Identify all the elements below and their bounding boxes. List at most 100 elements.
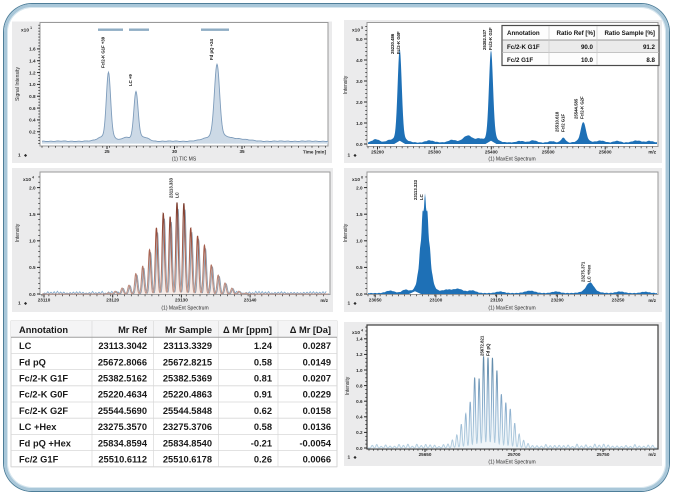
svg-text:0.0: 0.0 [356, 446, 363, 451]
svg-text:23113.333: 23113.333 [169, 177, 174, 198]
svg-text:23113.3042: 23113.3042 [98, 341, 147, 351]
svg-text:0.0149: 0.0149 [303, 357, 331, 367]
svg-text:4.0: 4.0 [356, 58, 363, 63]
svg-text:1: 1 [348, 153, 351, 159]
svg-text:30: 30 [172, 149, 178, 154]
svg-text:Fc/2-K G2F: Fc/2-K G2F [19, 406, 68, 416]
svg-text:◆: ◆ [354, 301, 358, 306]
svg-text:LC +Hex: LC +Hex [19, 422, 57, 432]
svg-text:25600: 25600 [599, 150, 612, 155]
svg-text:1: 1 [348, 301, 351, 307]
svg-text:2.0: 2.0 [356, 100, 363, 105]
svg-text:25510.6178: 25510.6178 [163, 455, 212, 465]
svg-text:25510.618: 25510.618 [555, 111, 560, 132]
svg-text:1.2: 1.2 [29, 70, 36, 75]
svg-text:23110: 23110 [38, 298, 51, 303]
svg-text:0.8: 0.8 [29, 94, 36, 99]
svg-text:0.0: 0.0 [356, 142, 363, 147]
svg-text:25400: 25400 [485, 150, 498, 155]
svg-text:23113.3329: 23113.3329 [163, 341, 212, 351]
svg-text:6: 6 [361, 176, 363, 180]
svg-text:0.4: 0.4 [29, 118, 36, 123]
svg-text:Δ Mr [Da]: Δ Mr [Da] [290, 325, 331, 335]
svg-text:0.0066: 0.0066 [303, 455, 331, 465]
svg-text:23275.3706: 23275.3706 [163, 422, 212, 432]
svg-text:25300: 25300 [428, 150, 441, 155]
svg-text:23150: 23150 [490, 298, 503, 303]
svg-text:LC +9: LC +9 [128, 74, 133, 86]
svg-text:23130: 23130 [175, 298, 188, 303]
svg-text:0.0287: 0.0287 [303, 341, 331, 351]
svg-text:0.4: 0.4 [356, 415, 363, 420]
svg-text:Fc/2-K G0F: Fc/2-K G0F [396, 31, 401, 54]
svg-text:◆: ◆ [354, 455, 358, 460]
svg-text:25382.5162: 25382.5162 [98, 374, 147, 384]
svg-text:23275.3570: 23275.3570 [98, 422, 147, 432]
svg-text:x10: x10 [352, 177, 360, 183]
svg-text:25672.821: 25672.821 [480, 335, 485, 356]
svg-text:Fd pQ: Fd pQ [486, 343, 491, 356]
svg-text:Δ Mr [ppm]: Δ Mr [ppm] [223, 325, 272, 335]
svg-text:1.0: 1.0 [29, 82, 36, 87]
svg-text:1.5: 1.5 [29, 212, 36, 217]
svg-text:1: 1 [30, 26, 32, 30]
svg-text:0.8: 0.8 [356, 383, 363, 388]
svg-text:-0.0054: -0.0054 [299, 438, 331, 448]
svg-text:1.0: 1.0 [356, 121, 363, 126]
svg-text:0.5: 0.5 [356, 265, 363, 270]
svg-text:1.4: 1.4 [29, 59, 36, 64]
svg-text:Mr Ref: Mr Ref [118, 325, 148, 335]
svg-text:25750: 25750 [597, 452, 610, 457]
svg-text:0.0158: 0.0158 [303, 406, 331, 416]
svg-text:0.58: 0.58 [254, 422, 272, 432]
svg-text:0.0136: 0.0136 [303, 422, 331, 432]
svg-text:0.0207: 0.0207 [303, 374, 331, 384]
svg-text:1.6: 1.6 [29, 47, 36, 52]
svg-text:Fd pQ +24: Fd pQ +24 [209, 38, 214, 60]
svg-text:(1) MaxEnt Spectrum: (1) MaxEnt Spectrum [488, 306, 535, 312]
svg-text:0.0: 0.0 [356, 292, 363, 297]
svg-text:1.0: 1.0 [356, 239, 363, 244]
svg-text:Ratio Sample [%]: Ratio Sample [%] [604, 30, 655, 37]
svg-text:x10: x10 [352, 28, 360, 34]
svg-text:1.2: 1.2 [356, 352, 363, 357]
svg-text:LC: LC [419, 194, 424, 200]
svg-text:25: 25 [104, 149, 110, 154]
svg-text:4: 4 [361, 329, 363, 333]
svg-text:23275.371: 23275.371 [581, 261, 586, 282]
svg-text:1: 1 [348, 455, 351, 461]
svg-text:LC +Hex: LC +Hex [587, 264, 592, 282]
svg-text:4: 4 [32, 176, 34, 180]
svg-text:Annotation: Annotation [507, 30, 540, 37]
svg-text:0.6: 0.6 [29, 106, 36, 111]
svg-text:Time [min]: Time [min] [303, 150, 327, 155]
svg-text:2.0: 2.0 [29, 185, 36, 190]
svg-text:25650: 25650 [419, 452, 432, 457]
svg-text:LC: LC [175, 192, 180, 198]
svg-text:23113.333: 23113.333 [413, 179, 418, 200]
svg-text:0.6: 0.6 [356, 399, 363, 404]
svg-text:Signal Intensity: Signal Intensity [15, 67, 21, 101]
svg-text:25834.8540: 25834.8540 [163, 438, 212, 448]
svg-text:25382.5369: 25382.5369 [163, 374, 212, 384]
svg-text:Fc/2 G1F: Fc/2 G1F [507, 57, 533, 64]
svg-text:25834.8594: 25834.8594 [98, 438, 148, 448]
svg-text:0.91: 0.91 [254, 390, 272, 400]
svg-text:90.0: 90.0 [581, 44, 594, 51]
svg-text:(1) MaxEnt Spectrum: (1) MaxEnt Spectrum [161, 306, 208, 312]
svg-text:23250: 23250 [612, 298, 625, 303]
svg-text:x10: x10 [21, 28, 29, 34]
svg-text:25220.4863: 25220.4863 [163, 390, 212, 400]
svg-text:25544.5848: 25544.5848 [163, 406, 212, 416]
svg-text:1.0: 1.0 [29, 239, 36, 244]
svg-text:25382.537: 25382.537 [482, 29, 487, 50]
svg-text:23100: 23100 [430, 298, 443, 303]
svg-text:Fc/2-K G1F: Fc/2-K G1F [488, 27, 493, 50]
svg-text:25200: 25200 [371, 150, 384, 155]
svg-text:m/z: m/z [648, 452, 656, 457]
svg-text:23140: 23140 [244, 298, 257, 303]
svg-text:25220.4634: 25220.4634 [98, 390, 148, 400]
svg-text:Intensity: Intensity [345, 376, 351, 395]
svg-text:35: 35 [239, 149, 245, 154]
svg-text:25544.5690: 25544.5690 [98, 406, 147, 416]
